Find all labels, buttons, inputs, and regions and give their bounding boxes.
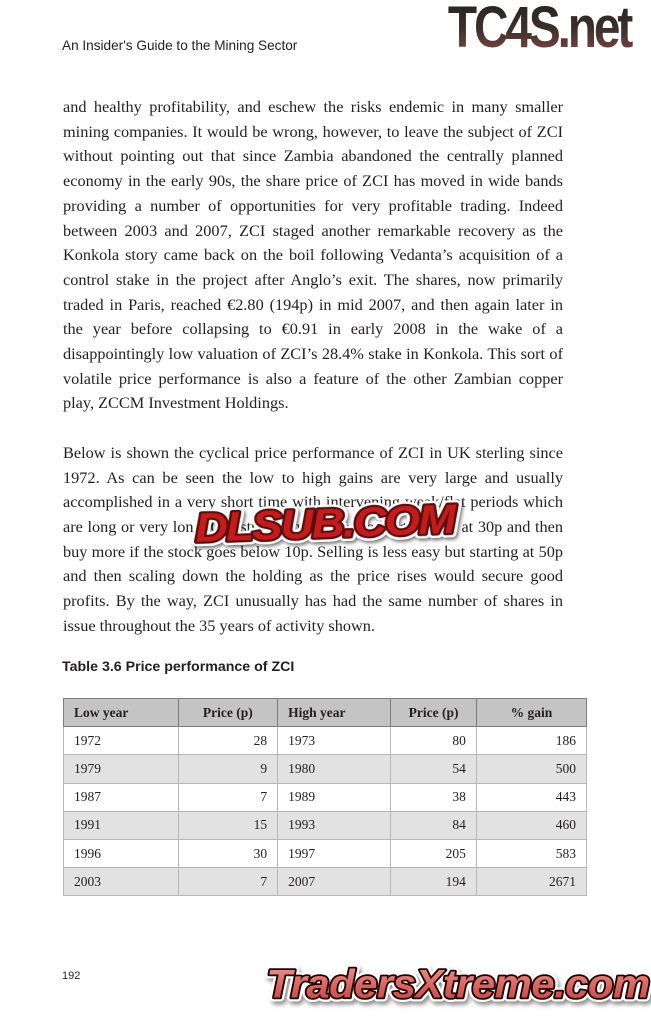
svg-text:DLSUB.COM: DLSUB.COM	[194, 497, 458, 551]
svg-text:TC4S.net: TC4S.net	[448, 0, 634, 55]
svg-text:TradersXtreme.com: TradersXtreme.com	[266, 962, 649, 1007]
